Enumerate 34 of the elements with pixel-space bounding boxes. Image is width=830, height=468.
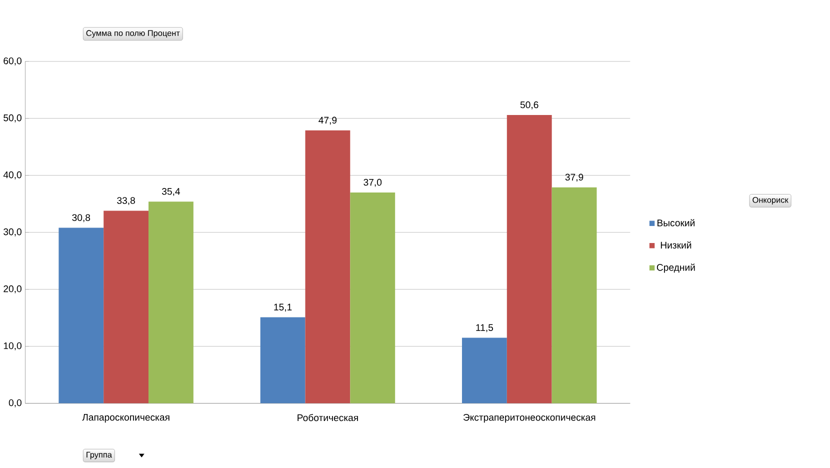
y-tick-label: 20,0 <box>4 285 22 294</box>
bar <box>506 114 552 404</box>
legend-label: Высокий <box>658 218 694 226</box>
x-tick-label: Роботическая <box>298 414 358 421</box>
x-tick-label: Экстраперитонеоскопическая <box>463 414 596 422</box>
y-axis-title: Сумма по полю Процент <box>86 30 180 38</box>
y-tick-label: 40,0 <box>3 171 22 180</box>
bar <box>58 228 104 404</box>
data-label: 35,4 <box>162 188 180 196</box>
x-tick-label: Лапароскопическая <box>82 414 170 422</box>
bar <box>104 210 149 404</box>
bar <box>462 338 507 404</box>
data-label: 37,0 <box>364 178 382 187</box>
bar <box>552 187 597 404</box>
y-tick-label: 50,0 <box>4 114 22 122</box>
data-label: 11,5 <box>476 324 494 332</box>
x-axis-title: Группа <box>86 452 112 460</box>
legend-label: Средний <box>656 263 695 273</box>
y-tick-label: 30,0 <box>4 228 22 236</box>
y-tick-label: 10,0 <box>4 342 22 350</box>
y-tick-label: 0,0 <box>8 399 22 408</box>
data-label: 30,8 <box>72 214 90 222</box>
bar <box>305 130 350 404</box>
legend-title: Онкориск <box>752 196 788 204</box>
bar <box>350 192 396 404</box>
y-tick-label: 60,0 <box>4 57 22 66</box>
data-label: 37,9 <box>565 174 584 182</box>
bar <box>148 201 194 404</box>
data-label: 15,1 <box>274 304 292 312</box>
data-label: 50,6 <box>520 101 538 110</box>
data-label: 33,8 <box>117 196 135 205</box>
bar <box>260 317 306 404</box>
legend-label: Низкий <box>660 241 692 248</box>
data-label: 47,9 <box>318 116 337 125</box>
